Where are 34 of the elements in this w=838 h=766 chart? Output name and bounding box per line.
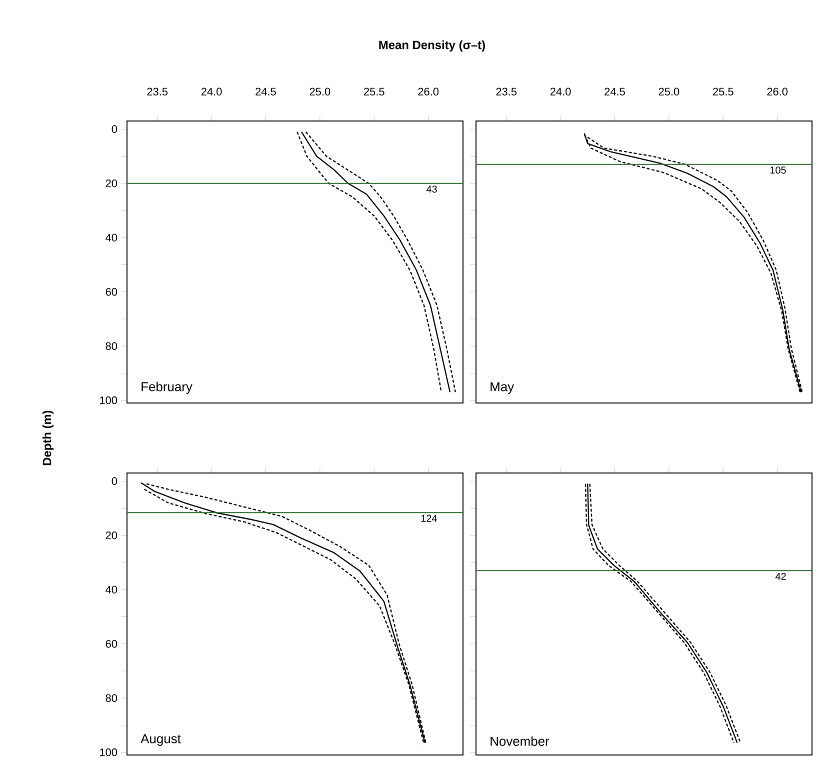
y-tick-label: 40	[106, 234, 118, 242]
x-tick-label: 25.0	[658, 88, 680, 96]
annotation: November	[490, 736, 550, 746]
y-tick-label: 100	[100, 748, 118, 756]
x-tick-label: 26.0	[418, 88, 439, 96]
y-tick-label: 80	[106, 694, 118, 702]
x-tick-label: 24.0	[550, 88, 571, 96]
x-tick-label: 23.5	[496, 88, 517, 96]
y-tick-label: 60	[106, 640, 118, 648]
annotation: May	[490, 382, 514, 394]
y-tick-label: 100	[100, 396, 118, 404]
x-axis-title: Mean Density (σ–t)	[379, 40, 485, 52]
y-tick-label: 80	[106, 342, 118, 350]
x-tick-label: 25.5	[364, 88, 384, 96]
x-tick-label: 25.0	[310, 88, 330, 96]
x-tick-label: 23.5	[147, 88, 168, 96]
x-tick-label: 24.5	[604, 88, 625, 96]
annotation: 124	[421, 514, 437, 522]
y-tick-label: 0	[112, 477, 118, 486]
x-tick-label: 25.5	[713, 88, 734, 96]
annotation: February	[142, 382, 192, 394]
x-tick-label: 26.0	[767, 88, 788, 96]
annotation: 43	[426, 186, 437, 193]
annotation: 105	[770, 166, 786, 174]
y-tick-label: 40	[106, 586, 118, 594]
y-tick-label: 0	[112, 125, 118, 134]
y-tick-label: 60	[106, 288, 118, 296]
x-tick-label: 24.5	[256, 88, 276, 96]
x-tick-label: 24.0	[201, 88, 222, 96]
annotation: 42	[775, 572, 786, 580]
y-tick-label: 20	[106, 532, 118, 540]
y-tick-label: 20	[106, 180, 118, 188]
y-axis-title: Depth (m)	[42, 410, 54, 466]
annotation: August	[140, 734, 181, 746]
